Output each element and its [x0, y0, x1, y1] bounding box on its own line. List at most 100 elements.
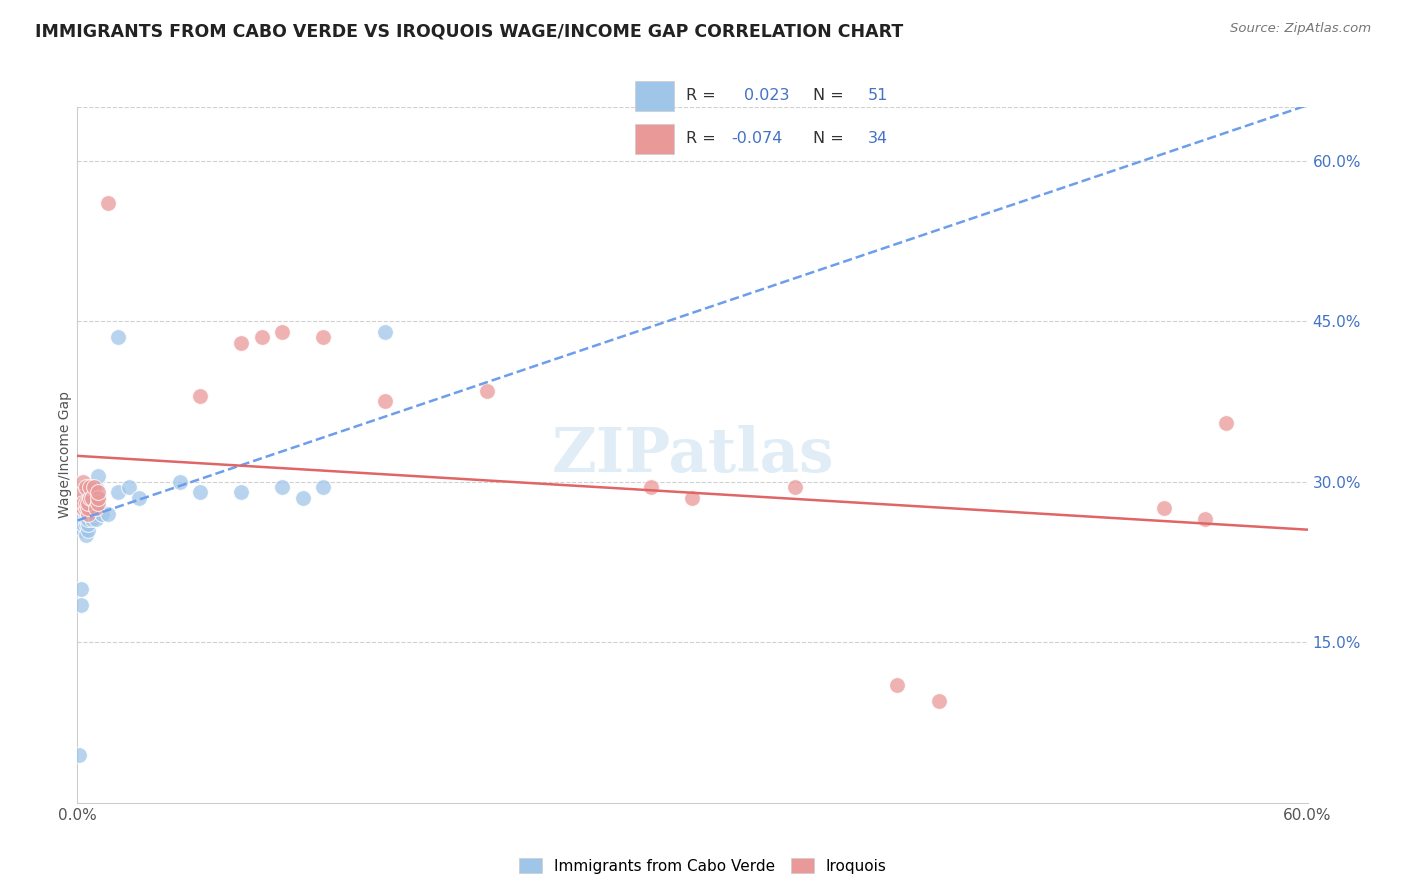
Point [312, 330, 335, 344]
Text: 51: 51 [868, 88, 887, 103]
Point [271, 325, 294, 339]
Point [75, 517, 97, 532]
Point [84, 512, 107, 526]
Point [928, 694, 950, 708]
Bar [634, 81, 673, 111]
Y-axis label: Wage/Income Gap: Wage/Income Gap [58, 392, 72, 518]
Point [76, 496, 98, 510]
Point [75, 528, 97, 542]
Point [87, 496, 110, 510]
Point [76, 507, 98, 521]
Point [80, 491, 103, 505]
Point [79, 480, 101, 494]
Point [76, 512, 98, 526]
Point [80, 501, 103, 516]
Point [83, 496, 105, 510]
Point [87, 469, 110, 483]
Point [79, 501, 101, 516]
Point [188, 389, 212, 403]
Point [374, 325, 396, 339]
Point [107, 330, 129, 344]
Point [188, 485, 212, 500]
Text: N =: N = [813, 88, 849, 103]
Point [75, 512, 97, 526]
Point [72, 496, 94, 510]
Point [76, 496, 98, 510]
Text: 0.023: 0.023 [744, 88, 789, 103]
Point [374, 394, 396, 409]
Point [72, 501, 94, 516]
Text: ZIPatlas: ZIPatlas [551, 425, 834, 485]
Point [87, 491, 110, 505]
Point [312, 480, 335, 494]
Point [70, 582, 93, 596]
Point [72, 517, 94, 532]
Point [117, 480, 139, 494]
Point [80, 485, 103, 500]
Point [79, 507, 101, 521]
Point [72, 507, 94, 521]
Point [128, 491, 150, 505]
Point [67, 747, 90, 762]
Point [477, 384, 499, 398]
Point [72, 475, 94, 489]
Point [83, 480, 105, 494]
Point [75, 496, 97, 510]
Legend: Immigrants from Cabo Verde, Iroquois: Immigrants from Cabo Verde, Iroquois [513, 852, 893, 880]
Point [231, 485, 253, 500]
Point [75, 491, 97, 505]
Point [80, 512, 103, 526]
Point [70, 485, 93, 500]
Text: R =: R = [686, 88, 721, 103]
Point [75, 480, 97, 494]
Point [79, 480, 101, 494]
Point [87, 501, 110, 516]
Point [90, 507, 114, 521]
Point [1194, 512, 1216, 526]
Text: 34: 34 [868, 131, 887, 146]
Point [1215, 416, 1237, 430]
Point [886, 678, 908, 692]
Point [76, 501, 98, 516]
Point [79, 496, 101, 510]
Text: -0.074: -0.074 [731, 131, 783, 146]
Point [84, 480, 107, 494]
Bar [634, 124, 673, 153]
Point [75, 501, 97, 516]
Point [640, 480, 662, 494]
Point [783, 480, 806, 494]
Point [97, 196, 120, 211]
Point [87, 485, 110, 500]
Point [231, 335, 253, 350]
Text: IMMIGRANTS FROM CABO VERDE VS IROQUOIS WAGE/INCOME GAP CORRELATION CHART: IMMIGRANTS FROM CABO VERDE VS IROQUOIS W… [35, 22, 904, 40]
Point [75, 507, 97, 521]
Point [72, 501, 94, 516]
Point [169, 475, 191, 489]
Point [682, 491, 704, 505]
Point [76, 501, 98, 516]
Point [70, 598, 93, 612]
Text: R =: R = [686, 131, 721, 146]
Point [79, 491, 101, 505]
Point [83, 485, 105, 500]
Point [107, 485, 129, 500]
Point [76, 491, 98, 505]
Point [76, 523, 98, 537]
Point [72, 496, 94, 510]
Point [84, 501, 107, 516]
Point [97, 507, 120, 521]
Point [250, 330, 273, 344]
Point [271, 480, 294, 494]
Text: Source: ZipAtlas.com: Source: ZipAtlas.com [1230, 22, 1371, 36]
Point [76, 517, 98, 532]
Point [291, 491, 314, 505]
Text: N =: N = [813, 131, 849, 146]
Point [83, 507, 105, 521]
Point [1153, 501, 1175, 516]
Point [75, 501, 97, 516]
Point [87, 491, 110, 505]
Point [72, 491, 94, 505]
Point [76, 485, 98, 500]
Point [72, 523, 94, 537]
Point [76, 507, 98, 521]
